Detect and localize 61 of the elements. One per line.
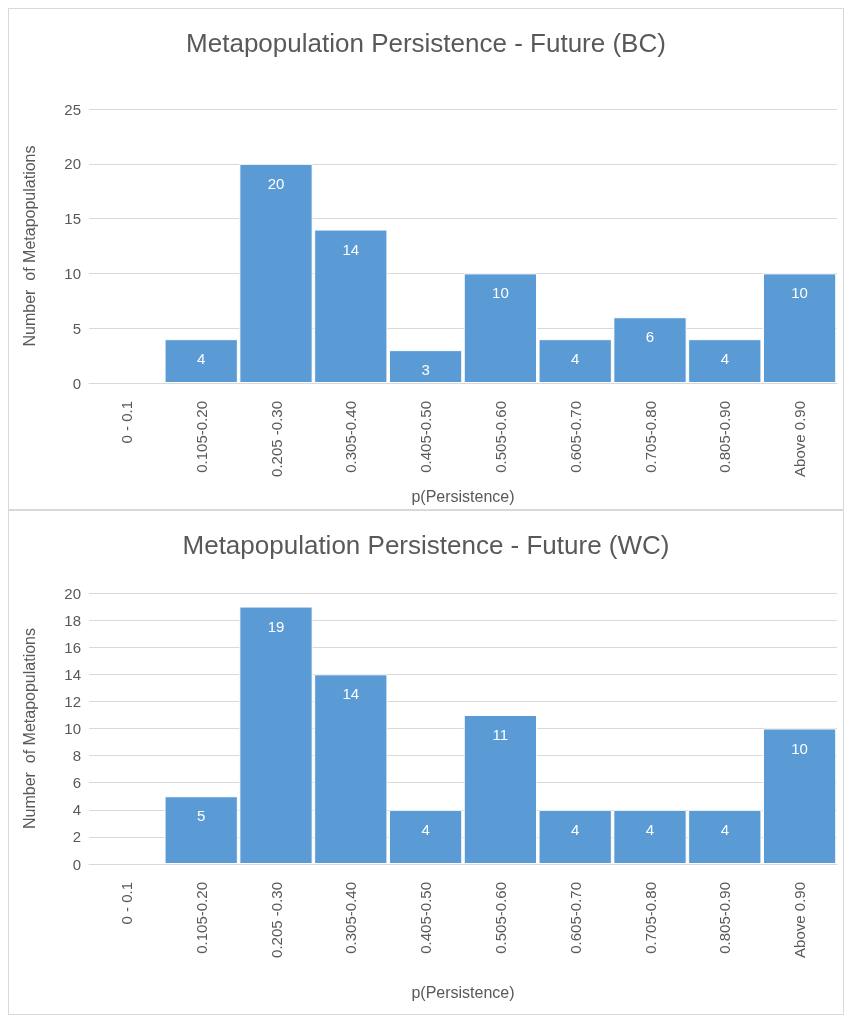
data-label: 4: [571, 350, 580, 368]
y-tick-label: 15: [64, 210, 81, 228]
x-axis-title: p(Persistence): [411, 487, 515, 505]
y-tick-label: 10: [64, 264, 81, 282]
x-tick-label: 0.205 -0.30: [267, 401, 285, 477]
x-tick-label: 0.805-0.90: [716, 401, 734, 473]
y-tick-label: 2: [72, 828, 81, 846]
y-tick-label: 20: [64, 584, 81, 602]
x-tick-label: 0.505-0.60: [491, 401, 509, 473]
y-tick-label: 4: [72, 801, 81, 819]
y-tick-label: 6: [72, 774, 81, 792]
x-tick-label: 0.605-0.70: [566, 401, 584, 473]
y-tick-label: 20: [64, 155, 81, 173]
data-label: 10: [791, 284, 808, 302]
data-label: 4: [421, 820, 430, 838]
x-tick-label: 0.605-0.70: [566, 882, 584, 954]
data-label: 4: [571, 820, 580, 838]
y-tick-label: 14: [64, 665, 81, 683]
x-tick-label: 0.205 -0.30: [267, 882, 285, 958]
x-tick-label: Above 0.90: [791, 882, 809, 958]
x-tick-label: 0.805-0.90: [716, 882, 734, 954]
x-tick-label: 0.305-0.40: [342, 401, 360, 473]
chart-title: Metapopulation Persistence - Future (BC): [186, 28, 666, 58]
data-label: 20: [267, 174, 285, 192]
x-tick-label: 0 - 0.1: [117, 882, 135, 925]
x-tick-label: 0.705-0.80: [641, 882, 659, 954]
y-tick-label: 10: [64, 720, 81, 737]
y-tick-label: 12: [64, 692, 81, 710]
data-label: 3: [421, 361, 430, 379]
x-tick-label: Above 0.90: [791, 401, 809, 477]
y-tick-label: 18: [64, 611, 81, 629]
y-tick-label: 16: [64, 638, 81, 656]
y-axis-title: Number of Metapopulations: [20, 628, 38, 829]
x-tick-label: 0.705-0.80: [641, 401, 659, 473]
y-tick-label: 8: [72, 747, 81, 765]
data-label: 4: [720, 820, 729, 838]
data-label: 14: [342, 685, 360, 703]
data-label: 6: [645, 328, 655, 346]
data-label: 5: [197, 807, 206, 825]
data-label: 10: [791, 739, 808, 757]
data-label: 19: [267, 617, 285, 635]
x-tick-label: 0.405-0.50: [417, 401, 435, 473]
data-label: 10: [492, 284, 509, 302]
x-tick-label: 0.105-0.20: [192, 401, 210, 473]
x-tick-label: 0 - 0.1: [117, 401, 135, 444]
x-tick-label: 0.505-0.60: [491, 882, 509, 954]
data-label: 11: [492, 725, 509, 743]
x-tick-label: 0.105-0.20: [192, 882, 210, 954]
x-tick-label: 0.405-0.50: [417, 882, 435, 954]
data-label: 4: [197, 350, 206, 368]
x-axis-title: p(Persistence): [411, 983, 515, 1001]
y-axis-title: Number of Metapopulations: [20, 145, 38, 347]
y-tick-label: 5: [72, 319, 81, 337]
x-tick-label: 0.305-0.40: [342, 882, 360, 954]
data-label: 4: [720, 350, 729, 368]
data-label: 4: [645, 820, 655, 838]
data-label: 14: [342, 240, 360, 258]
chart-title: Metapopulation Persistence - Future (WC): [182, 530, 670, 560]
y-tick-label: 0: [72, 374, 81, 392]
y-tick-label: 0: [72, 855, 81, 873]
y-tick-label: 25: [64, 100, 81, 118]
